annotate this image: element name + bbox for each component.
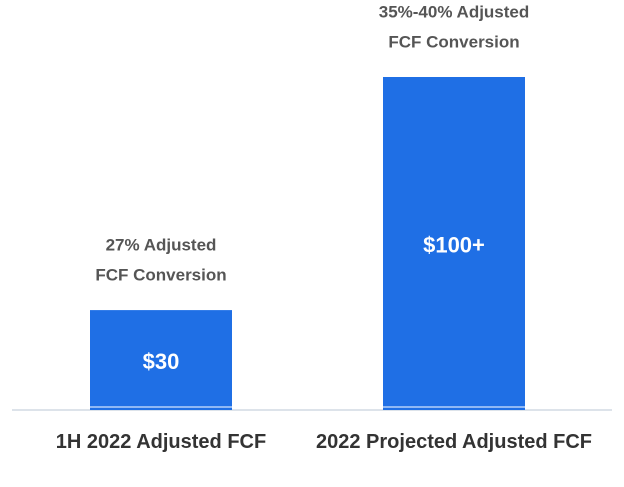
x-tick-label: 1H 2022 Adjusted FCF bbox=[55, 431, 267, 453]
x-tick-label: 2022 Projected Adjusted FCF bbox=[316, 431, 592, 453]
bar bbox=[90, 310, 232, 410]
bar bbox=[383, 77, 525, 410]
annotation: 27% Adjusted bbox=[106, 236, 217, 255]
annotation: FCF Conversion bbox=[388, 32, 519, 51]
annotation: 35%-40% Adjusted bbox=[379, 2, 530, 21]
value-label: $100+ bbox=[423, 232, 485, 257]
annotation: FCF Conversion bbox=[95, 266, 226, 285]
value-label: $30 bbox=[143, 349, 180, 374]
